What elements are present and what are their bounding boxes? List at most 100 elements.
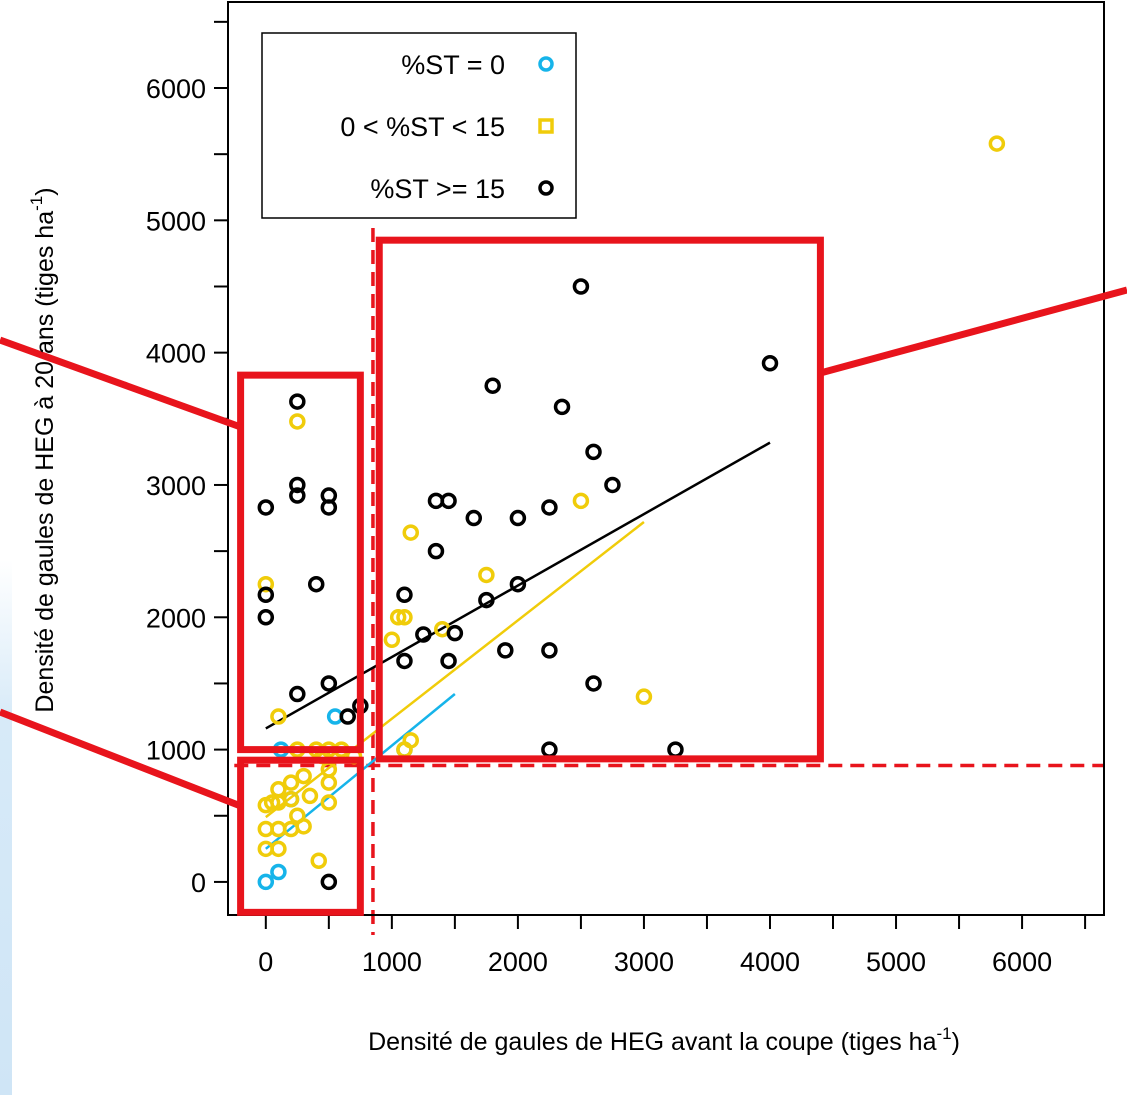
data-point-series-1	[402, 524, 420, 541]
data-point-series-1	[257, 575, 275, 593]
fit-line-series-1	[265, 521, 645, 819]
highlight-box-2	[375, 236, 824, 763]
data-point-series-2	[440, 652, 457, 670]
data-point-series-1	[289, 413, 306, 430]
axis-titles: Densité de gaules de HEG avant la coupe …	[27, 187, 960, 1056]
data-point-series-2	[427, 542, 445, 560]
x-tick-label: 0	[258, 947, 273, 977]
data-points	[257, 135, 1006, 891]
data-point-series-2	[585, 675, 602, 692]
data-point-series-2	[465, 509, 483, 527]
data-point-series-1	[282, 774, 300, 791]
plot-frame	[227, 1, 1105, 916]
data-point-series-1	[270, 781, 287, 798]
data-point-series-2	[289, 393, 306, 410]
x-tick-label: 3000	[614, 947, 674, 977]
data-point-series-0	[270, 863, 287, 881]
data-point-series-2	[307, 575, 325, 593]
data-point-series-1	[270, 708, 287, 725]
data-point-series-1	[402, 732, 420, 749]
data-point-series-1	[389, 609, 407, 626]
data-point-series-2	[553, 398, 571, 416]
data-point-series-2	[415, 626, 432, 643]
data-point-series-2	[497, 642, 514, 659]
data-point-series-2	[541, 741, 558, 758]
data-point-series-2	[667, 741, 684, 758]
axes: 0 1000 2000 3000 4000 5000 6000 0 1000 2000 3000 40…	[146, 20, 1087, 977]
data-point-series-1	[295, 818, 312, 835]
data-point-series-2	[289, 685, 306, 703]
data-point-series-1	[988, 135, 1006, 152]
x-tick-label: 1000	[362, 947, 422, 977]
data-point-series-2	[478, 591, 495, 609]
data-point-series-2	[509, 509, 527, 527]
pointer-line	[0, 708, 242, 810]
data-point-series-2	[541, 642, 558, 659]
legend-label: 0 < %ST < 15	[340, 112, 505, 142]
x-tick-label: 6000	[992, 947, 1052, 977]
data-point-series-2	[257, 499, 275, 516]
x-tick-label: 4000	[740, 947, 800, 977]
highlight-box-0	[237, 371, 364, 754]
x-axis-title: Densité de gaules de HEG avant la coupe …	[368, 1024, 960, 1056]
y-tick-label: 5000	[146, 206, 206, 236]
data-point-series-2	[320, 499, 338, 516]
y-tick-label: 0	[191, 868, 206, 898]
data-point-series-2	[320, 675, 338, 692]
data-point-series-1	[383, 631, 401, 649]
legend-label: %ST >= 15	[370, 174, 505, 204]
x-tick-label: 5000	[866, 947, 926, 977]
data-point-series-2	[289, 476, 306, 494]
data-point-series-1	[282, 790, 300, 808]
legend-marker-circle	[538, 180, 554, 196]
data-point-series-2	[446, 624, 464, 642]
data-point-series-2	[257, 609, 275, 626]
data-point-series-2	[396, 586, 413, 604]
data-point-series-1	[396, 609, 413, 626]
data-point-series-2	[257, 586, 275, 604]
data-point-series-1	[635, 688, 653, 705]
y-tick-label: 1000	[146, 736, 206, 766]
highlight-annotations	[0, 236, 1127, 916]
data-point-series-1	[320, 774, 338, 791]
data-point-series-2	[541, 499, 558, 516]
data-point-series-2	[761, 354, 779, 372]
data-point-series-2	[509, 575, 527, 593]
legend-marker-square	[538, 118, 554, 134]
y-tick-label: 2000	[146, 603, 206, 633]
y-tick-label: 6000	[146, 74, 206, 104]
data-point-series-2	[484, 377, 501, 394]
dashed-threshold-lines	[234, 228, 1104, 935]
data-point-series-2	[585, 443, 602, 461]
y-axis-title: Densité de gaules de HEG à 20 ans (tiges…	[27, 187, 59, 712]
data-point-series-1	[295, 767, 312, 785]
data-point-series-1	[301, 787, 319, 805]
pointer-line	[819, 286, 1127, 377]
data-point-series-2	[440, 492, 457, 510]
regression-lines	[265, 441, 771, 850]
data-point-series-2	[396, 652, 413, 670]
legend: %ST = 0 0 < %ST < 15 %ST >= 15	[261, 32, 577, 219]
legend-box	[261, 32, 577, 219]
data-point-series-2	[604, 476, 621, 494]
highlight-box-1	[237, 756, 364, 916]
data-point-series-2	[320, 873, 338, 891]
data-point-series-1	[310, 852, 328, 869]
data-point-series-1	[320, 794, 338, 811]
data-point-series-1	[572, 492, 590, 510]
data-point-series-2	[572, 278, 590, 295]
data-point-series-2	[339, 708, 356, 725]
data-point-series-2	[289, 487, 306, 504]
data-point-series-1	[263, 794, 281, 811]
fit-line-series-2	[265, 441, 771, 730]
y-tick-label: 4000	[146, 339, 206, 369]
data-point-series-1	[270, 840, 287, 858]
data-point-series-1	[478, 566, 495, 584]
pointer-line	[0, 336, 242, 431]
legend-label: %ST = 0	[401, 50, 505, 80]
x-tick-label: 2000	[488, 947, 548, 977]
legend-marker-circle	[538, 56, 554, 72]
background-edge-strip	[0, 560, 12, 1095]
y-tick-label: 3000	[146, 471, 206, 501]
